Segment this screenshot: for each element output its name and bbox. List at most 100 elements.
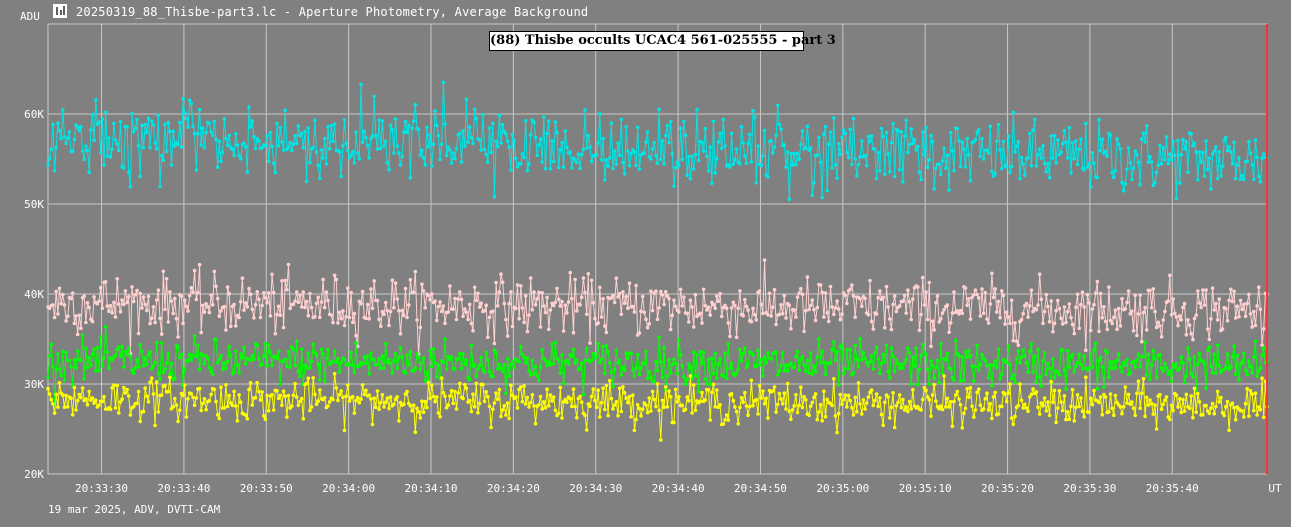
data-point bbox=[599, 158, 604, 162]
data-point bbox=[532, 372, 536, 376]
data-point bbox=[441, 360, 446, 365]
data-point bbox=[192, 334, 197, 338]
data-point bbox=[286, 350, 291, 354]
data-point bbox=[729, 306, 734, 310]
data-point bbox=[201, 353, 205, 358]
data-point bbox=[154, 340, 159, 345]
data-point bbox=[639, 414, 643, 418]
data-point bbox=[423, 163, 428, 167]
data-point bbox=[1144, 328, 1149, 332]
data-point bbox=[281, 389, 286, 394]
data-point bbox=[393, 351, 398, 356]
data-point bbox=[667, 296, 671, 301]
data-point bbox=[845, 301, 849, 306]
data-point bbox=[530, 358, 535, 363]
data-point bbox=[925, 165, 930, 170]
data-point bbox=[659, 157, 663, 162]
data-point bbox=[1047, 413, 1052, 418]
x-tick-label: 20:34:40 bbox=[652, 482, 705, 495]
data-point bbox=[288, 306, 293, 311]
data-point bbox=[642, 362, 647, 366]
data-point bbox=[105, 350, 110, 355]
data-point bbox=[1212, 149, 1217, 153]
data-point bbox=[70, 149, 75, 153]
data-point bbox=[609, 396, 614, 401]
data-point bbox=[395, 366, 400, 370]
data-point bbox=[1113, 308, 1118, 313]
data-point bbox=[891, 354, 895, 359]
data-point bbox=[499, 414, 503, 419]
data-point bbox=[64, 319, 68, 323]
data-point bbox=[914, 147, 918, 152]
data-point bbox=[858, 336, 862, 341]
data-point bbox=[807, 371, 811, 375]
data-point bbox=[665, 405, 670, 409]
data-point bbox=[171, 129, 175, 134]
data-point bbox=[894, 358, 899, 362]
data-point bbox=[339, 174, 344, 179]
data-point bbox=[688, 374, 693, 378]
data-point bbox=[756, 412, 760, 416]
data-point bbox=[420, 282, 424, 287]
data-point bbox=[876, 357, 880, 361]
data-point bbox=[232, 370, 236, 374]
data-point bbox=[500, 408, 505, 412]
data-point bbox=[191, 124, 195, 129]
data-point bbox=[896, 400, 900, 405]
data-point bbox=[59, 301, 63, 306]
data-point bbox=[640, 407, 645, 412]
data-point bbox=[581, 276, 586, 280]
data-point bbox=[1212, 411, 1217, 416]
data-point bbox=[1191, 375, 1195, 379]
data-point bbox=[690, 154, 694, 159]
data-point bbox=[344, 315, 349, 319]
data-point bbox=[276, 349, 281, 354]
data-point bbox=[1173, 153, 1177, 158]
data-point bbox=[347, 155, 352, 160]
data-point bbox=[996, 412, 1001, 416]
data-point bbox=[1065, 156, 1070, 160]
data-point bbox=[754, 364, 759, 369]
data-point bbox=[141, 145, 146, 150]
data-point bbox=[280, 279, 284, 283]
data-point bbox=[840, 342, 844, 347]
data-point bbox=[509, 290, 513, 294]
data-point bbox=[491, 375, 495, 379]
data-point bbox=[833, 162, 838, 167]
data-point bbox=[248, 125, 253, 129]
data-point bbox=[863, 296, 867, 301]
data-point bbox=[95, 301, 100, 306]
data-point bbox=[1031, 128, 1035, 132]
data-point bbox=[1225, 399, 1230, 404]
data-point bbox=[1046, 361, 1050, 366]
y-axis-label: ADU bbox=[20, 10, 40, 23]
data-point bbox=[372, 94, 377, 99]
data-point bbox=[838, 152, 843, 157]
data-point bbox=[570, 296, 574, 301]
data-point bbox=[863, 407, 867, 411]
data-point bbox=[603, 371, 607, 376]
data-point bbox=[937, 380, 941, 385]
data-point bbox=[1031, 309, 1035, 314]
data-point bbox=[243, 301, 248, 305]
x-tick-label: 20:35:10 bbox=[899, 482, 952, 495]
data-point bbox=[980, 287, 984, 291]
data-point bbox=[774, 322, 778, 327]
data-point bbox=[159, 332, 164, 336]
data-point bbox=[998, 315, 1002, 320]
data-point bbox=[1166, 372, 1170, 376]
data-point bbox=[743, 346, 747, 350]
data-point bbox=[871, 403, 876, 408]
data-point bbox=[718, 291, 722, 296]
data-point bbox=[963, 406, 968, 411]
data-point bbox=[1214, 145, 1218, 149]
data-point bbox=[75, 125, 80, 129]
data-point bbox=[563, 129, 568, 133]
data-point bbox=[621, 290, 625, 294]
data-point bbox=[74, 365, 78, 370]
y-tick-label: 50K bbox=[24, 198, 44, 211]
data-point bbox=[418, 325, 423, 330]
data-point bbox=[934, 365, 938, 370]
data-point bbox=[120, 397, 124, 402]
data-point bbox=[1047, 176, 1052, 180]
